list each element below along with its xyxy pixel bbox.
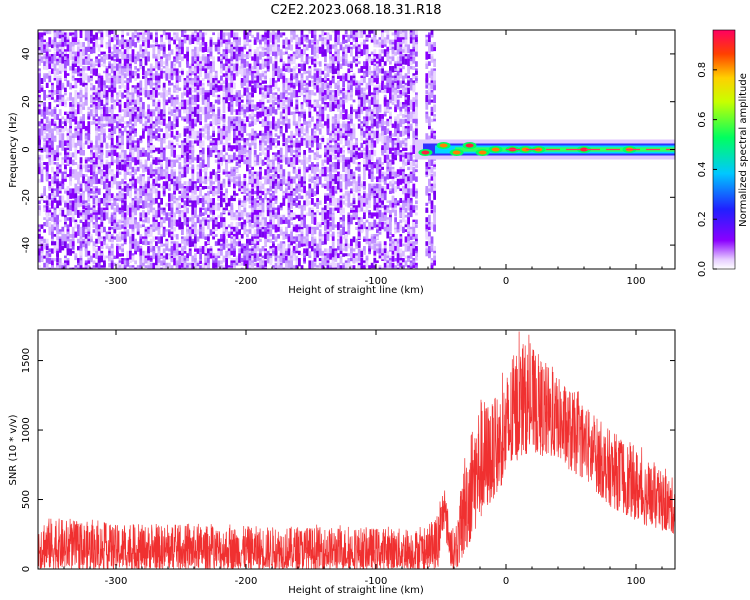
y-tick-label: 1000 — [21, 417, 32, 442]
y-tick-label: 0 — [21, 566, 32, 572]
snr-series-line — [38, 331, 675, 569]
y-tick-label: 20 — [21, 95, 32, 108]
y-tick-label: -40 — [21, 237, 32, 253]
x-tick-label: 100 — [626, 276, 645, 287]
colorbar-label: Normalized spectral amplitude — [738, 73, 749, 227]
spectrogram-x-label: Height of straight line (km) — [288, 285, 424, 296]
colorbar-tick-label: 0.0 — [697, 261, 708, 277]
signal-blob-core — [491, 147, 500, 152]
spectrogram-x-ticks: -300 -200 -100 0 100 — [37, 30, 663, 287]
snr-panel: -300 -200 -100 0 100 0 500 1000 1500 Height of … — [8, 329, 676, 596]
snr-y-ticks: 0 500 1000 1500 — [21, 348, 675, 572]
y-tick-label: 1500 — [21, 348, 32, 373]
signal-blob-core — [439, 143, 448, 148]
signal-blob-core — [521, 147, 530, 152]
colorbar-tick-label: 0.8 — [697, 62, 708, 78]
snr-x-label: Height of straight line (km) — [288, 585, 424, 596]
signal-blob-core — [465, 143, 474, 148]
spectrogram-heatmap — [38, 30, 675, 269]
signal-blob-core — [452, 150, 461, 155]
signal-blob-core — [478, 150, 487, 155]
x-tick-label: 100 — [626, 576, 645, 587]
y-tick-label: 500 — [21, 490, 32, 509]
signal-band-green — [455, 147, 675, 152]
colorbar-tick-label: 0.6 — [697, 112, 708, 128]
snr-y-label: SNR (10 * v/v) — [8, 414, 19, 485]
colorbar-ticks: 0.0 0.2 0.4 0.6 0.8 — [697, 62, 717, 277]
spectrogram-y-label: Frequency (Hz) — [8, 112, 19, 188]
x-tick-label: 0 — [503, 276, 509, 287]
x-tick-label: -200 — [235, 576, 258, 587]
x-tick-label: -200 — [235, 276, 258, 287]
x-tick-label: -100 — [365, 276, 388, 287]
chart-title: C2E2.2023.068.18.31.R18 — [270, 3, 441, 18]
spectrogram-y-ticks: -40 -20 0 20 40 — [21, 48, 675, 253]
signal-blob-core — [421, 150, 430, 155]
snr-frame — [37, 329, 676, 570]
x-tick-label: -100 — [365, 576, 388, 587]
x-tick-label: 0 — [503, 576, 509, 587]
y-tick-label: -20 — [21, 189, 32, 205]
colorbar-tick-label: 0.4 — [697, 161, 708, 177]
colorbar-tick-label: 0.2 — [697, 211, 708, 227]
signal-blob-core — [580, 147, 588, 152]
colorbar-gradient — [712, 29, 736, 270]
x-tick-label: -300 — [105, 276, 128, 287]
snr-x-ticks: -300 -200 -100 0 100 — [37, 330, 663, 587]
y-tick-label: 0 — [21, 146, 32, 152]
colorbar: 0.0 0.2 0.4 0.6 0.8 Normalized spectral ampl… — [697, 29, 749, 277]
snr-trace — [38, 331, 675, 569]
y-tick-label: 40 — [21, 48, 32, 61]
x-tick-label: -300 — [105, 576, 128, 587]
